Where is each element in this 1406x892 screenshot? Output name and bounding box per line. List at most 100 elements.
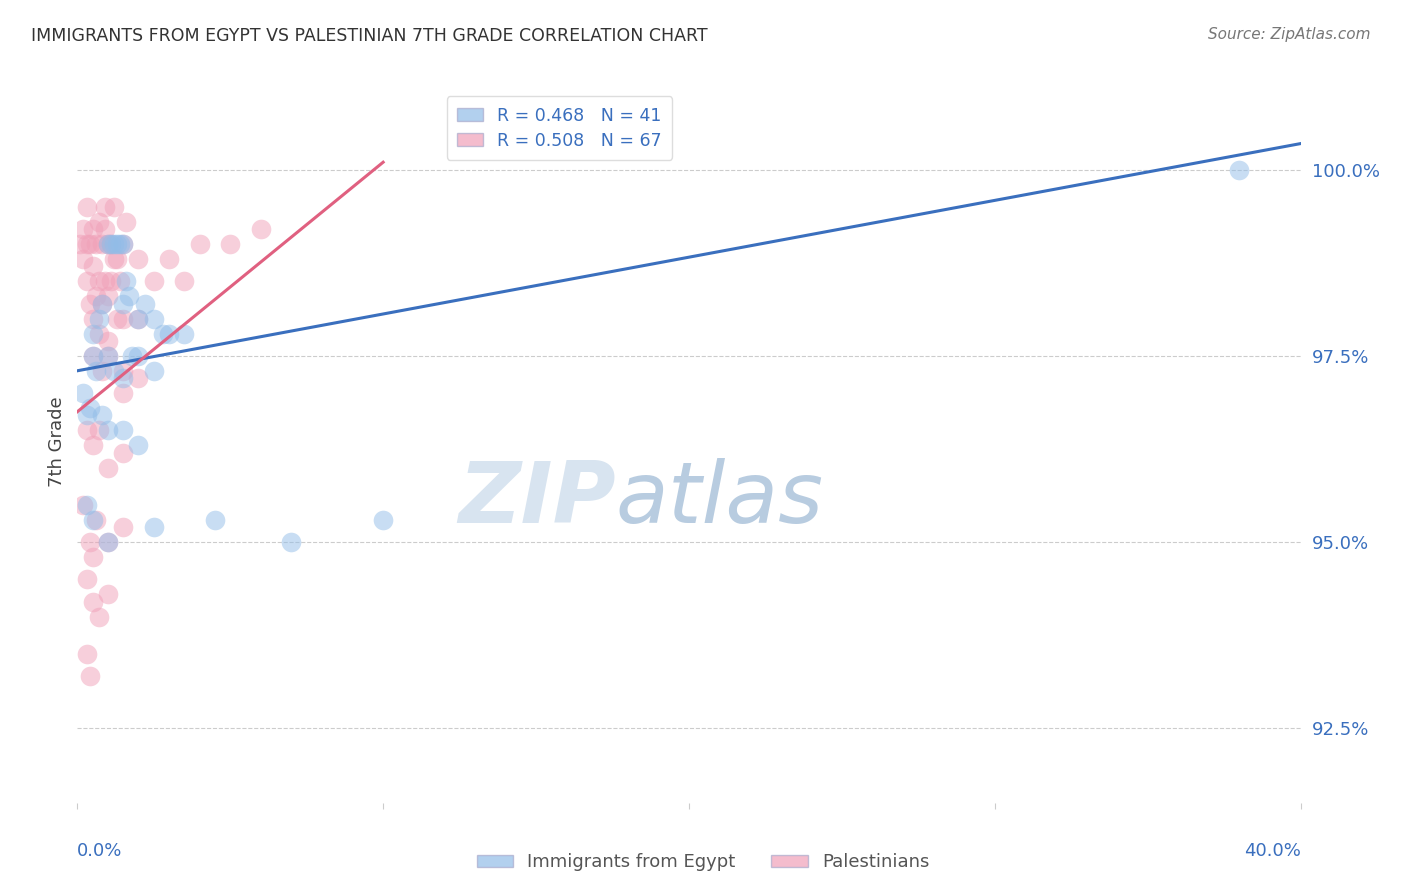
Point: [127, 311, 149, 326]
Point: [105, 311, 128, 326]
Point: [76, 647, 98, 661]
Text: ZIP: ZIP: [458, 458, 616, 541]
Point: [103, 237, 125, 252]
Point: [115, 215, 138, 229]
Point: [82, 326, 104, 341]
Point: [97, 535, 120, 549]
Point: [94, 222, 117, 236]
Point: [97, 237, 120, 252]
Point: [76, 498, 98, 512]
Point: [82, 222, 104, 236]
Point: [112, 364, 135, 378]
Point: [82, 260, 104, 274]
Y-axis label: 7th Grade: 7th Grade: [48, 396, 66, 487]
Point: [142, 364, 165, 378]
Point: [87, 326, 110, 341]
Point: [87, 311, 110, 326]
Text: 40.0%: 40.0%: [1244, 842, 1301, 860]
Point: [103, 200, 125, 214]
Point: [112, 386, 135, 401]
Point: [188, 237, 211, 252]
Point: [69, 237, 91, 252]
Point: [76, 409, 98, 423]
Point: [103, 252, 125, 266]
Point: [82, 513, 104, 527]
Point: [72, 222, 94, 236]
Point: [82, 438, 104, 452]
Point: [100, 274, 122, 288]
Point: [127, 252, 149, 266]
Point: [76, 572, 98, 586]
Point: [87, 423, 110, 437]
Point: [157, 326, 180, 341]
Text: IMMIGRANTS FROM EGYPT VS PALESTINIAN 7TH GRADE CORRELATION CHART: IMMIGRANTS FROM EGYPT VS PALESTINIAN 7TH…: [31, 27, 707, 45]
Point: [103, 364, 125, 378]
Point: [112, 371, 135, 385]
Point: [121, 349, 143, 363]
Point: [100, 237, 122, 252]
Point: [84, 289, 107, 303]
Text: atlas: atlas: [616, 458, 824, 541]
Point: [105, 252, 128, 266]
Point: [97, 237, 120, 252]
Point: [173, 274, 195, 288]
Point: [127, 349, 149, 363]
Text: 0.0%: 0.0%: [77, 842, 122, 860]
Text: Source: ZipAtlas.com: Source: ZipAtlas.com: [1208, 27, 1371, 42]
Point: [115, 274, 138, 288]
Point: [142, 274, 165, 288]
Point: [250, 222, 273, 236]
Point: [142, 520, 165, 534]
Point: [79, 669, 101, 683]
Point: [112, 423, 135, 437]
Point: [97, 289, 120, 303]
Point: [82, 549, 104, 564]
Point: [108, 274, 131, 288]
Point: [82, 595, 104, 609]
Point: [84, 237, 107, 252]
Point: [72, 252, 94, 266]
Point: [97, 334, 120, 348]
Point: [87, 609, 110, 624]
Point: [142, 311, 165, 326]
Point: [79, 297, 101, 311]
Point: [76, 237, 98, 252]
Point: [76, 274, 98, 288]
Point: [1229, 162, 1251, 177]
Point: [87, 274, 110, 288]
Point: [157, 252, 180, 266]
Point: [112, 237, 135, 252]
Point: [79, 401, 101, 415]
Point: [90, 409, 112, 423]
Point: [79, 237, 101, 252]
Point: [97, 349, 120, 363]
Point: [90, 364, 112, 378]
Point: [108, 237, 131, 252]
Point: [134, 297, 156, 311]
Point: [82, 349, 104, 363]
Point: [118, 289, 141, 303]
Point: [84, 364, 107, 378]
Point: [76, 423, 98, 437]
Point: [371, 513, 394, 527]
Point: [112, 446, 135, 460]
Point: [112, 520, 135, 534]
Point: [127, 438, 149, 452]
Point: [152, 326, 174, 341]
Point: [97, 535, 120, 549]
Point: [72, 386, 94, 401]
Point: [90, 297, 112, 311]
Point: [82, 311, 104, 326]
Point: [280, 535, 302, 549]
Point: [105, 237, 128, 252]
Point: [94, 274, 117, 288]
Point: [97, 423, 120, 437]
Legend: R = 0.468   N = 41, R = 0.508   N = 67: R = 0.468 N = 41, R = 0.508 N = 67: [447, 96, 672, 160]
Point: [79, 535, 101, 549]
Legend: Immigrants from Egypt, Palestinians: Immigrants from Egypt, Palestinians: [470, 847, 936, 879]
Point: [204, 513, 226, 527]
Point: [72, 498, 94, 512]
Point: [173, 326, 195, 341]
Point: [112, 297, 135, 311]
Point: [94, 200, 117, 214]
